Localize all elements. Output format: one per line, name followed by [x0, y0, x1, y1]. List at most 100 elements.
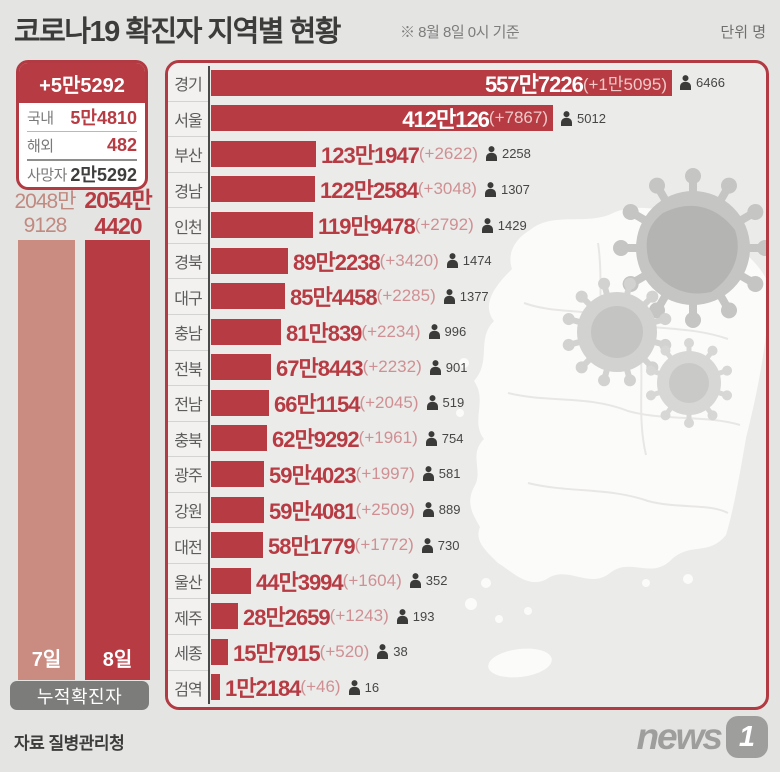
death-count: 754 — [441, 430, 464, 446]
source-label: 자료 질병관리청 — [14, 734, 125, 753]
region-new: (+2285) — [376, 286, 436, 306]
person-icon — [421, 537, 434, 553]
region-new: (+520) — [319, 641, 370, 661]
cumulative-bar-prev: 7일 — [18, 240, 75, 680]
region-bar — [211, 354, 271, 381]
summary-row-deaths: 사망자 2만5292 — [27, 159, 137, 187]
region-total: 15만7915 — [233, 640, 321, 666]
region-label-cell: 울산 — [168, 562, 208, 599]
region-new: (+2622) — [418, 143, 478, 163]
death-count: 1377 — [459, 288, 489, 304]
region-total: 58만1779 — [268, 534, 356, 560]
person-icon — [446, 253, 459, 269]
region-label-cell: 인천 — [168, 207, 208, 243]
region-label: 부산 — [174, 148, 202, 166]
region-bar — [211, 247, 288, 274]
person-icon — [396, 608, 409, 624]
region-label: 경북 — [174, 255, 202, 273]
region-new: (+2232) — [362, 357, 422, 377]
region-bar-wrap: 557만7226 (+1만5095) 6466 — [211, 69, 764, 97]
region-deaths: 2258 — [485, 146, 531, 162]
region-row: 대구 85만4458 (+2285) 1377 — [168, 278, 764, 314]
region-deaths: 16 — [348, 680, 379, 695]
region-total: 85만4458 — [290, 285, 378, 311]
region-new: (+3048) — [417, 179, 477, 199]
region-row: 경기 557만7226 (+1만5095) 6466 — [168, 65, 764, 101]
region-bar — [211, 212, 313, 239]
cumulative-prev-line2: 9128 — [23, 214, 68, 237]
as-of-date: ※ 8월 8일 0시 기준 — [400, 24, 520, 41]
region-bar: 412만126 (+7867) — [211, 105, 553, 133]
region-row: 서울 412만126 (+7867) 5012 — [168, 100, 764, 137]
region-bar — [211, 674, 220, 701]
death-count: 1474 — [462, 253, 492, 269]
region-label-cell: 제주 — [168, 598, 208, 634]
region-bar-wrap: 81만839 (+2234) 996 — [211, 316, 764, 348]
region-deaths: 6466 — [679, 75, 725, 91]
daily-increase-total: +5만5292 — [19, 63, 145, 103]
region-total: 44만3994 — [256, 569, 344, 595]
region-label: 강원 — [174, 504, 202, 522]
region-total: 81만839 — [286, 320, 362, 346]
region-rows: 경기 557만7226 (+1만5095) 6466 서울 — [168, 65, 764, 705]
domestic-label: 국내 — [27, 109, 54, 127]
korea-map — [456, 168, 766, 678]
region-new: (+3420) — [379, 250, 439, 270]
summary-row-domestic: 국내 5만4810 — [27, 103, 137, 131]
region-label-column — [168, 63, 208, 707]
region-bar — [211, 176, 315, 203]
region-bar-wrap: 122만2584 (+3048) 1307 — [211, 173, 764, 205]
region-label: 제주 — [174, 610, 202, 628]
region-total-inside: 412만126 — [402, 107, 490, 133]
person-icon — [428, 324, 441, 340]
region-total: 59만4023 — [269, 462, 357, 488]
cumulative-prev-day: 7일 — [31, 649, 62, 671]
imported-value: 482 — [106, 135, 137, 155]
region-label: 경남 — [174, 183, 202, 201]
region-deaths: 754 — [425, 430, 464, 446]
person-icon — [422, 466, 435, 482]
region-label: 대전 — [174, 539, 202, 557]
region-label-cell: 서울 — [168, 100, 208, 137]
person-icon — [560, 110, 573, 126]
region-bar — [211, 140, 316, 167]
region-label: 서울 — [174, 112, 202, 130]
virus-icon-small — [645, 338, 733, 428]
region-label-cell: 전북 — [168, 349, 208, 386]
person-icon — [409, 573, 422, 589]
region-bar-wrap: 67만8443 (+2232) 901 — [211, 351, 764, 383]
cumulative-prev-value: 2048만 9128 — [2, 190, 88, 238]
region-label-cell: 대전 — [168, 527, 208, 563]
region-label: 울산 — [174, 575, 202, 593]
region-bar-wrap: 62만9292 (+1961) 754 — [211, 422, 764, 454]
region-deaths: 519 — [426, 395, 464, 411]
region-label: 광주 — [174, 468, 202, 486]
region-row: 부산 123만1947 (+2622) 2258 — [168, 136, 764, 172]
region-bar — [211, 318, 281, 345]
death-count: 889 — [438, 502, 461, 518]
region-row: 경남 122만2584 (+3048) 1307 — [168, 171, 764, 208]
region-total: 59만4081 — [269, 498, 357, 524]
person-icon — [422, 502, 435, 518]
region-row: 세종 15만7915 (+520) 38 — [168, 634, 764, 670]
region-label-cell: 검역 — [168, 669, 208, 706]
region-label: 충남 — [174, 326, 202, 344]
region-label: 인천 — [174, 219, 202, 237]
person-icon — [443, 288, 456, 304]
region-deaths: 581 — [422, 466, 460, 482]
region-row: 충남 81만839 (+2234) 996 — [168, 313, 764, 350]
cumulative-bar-curr: 8일 — [85, 240, 150, 680]
cumulative-prev-line1: 2048만 — [14, 190, 76, 213]
region-bar-wrap: 59만4081 (+2509) 889 — [211, 494, 764, 526]
region-bar-wrap: 66만1154 (+2045) 519 — [211, 387, 764, 419]
region-total: 62만9292 — [272, 427, 360, 453]
person-icon — [679, 75, 692, 91]
region-new: (+1997) — [355, 463, 415, 483]
page-title: 코로나19 확진자 지역별 현황 — [14, 16, 341, 48]
deaths-value: 2만5292 — [70, 165, 137, 185]
region-row: 광주 59만4023 (+1997) 581 — [168, 456, 764, 492]
region-new: (+2509) — [355, 499, 415, 519]
death-count: 38 — [393, 644, 408, 660]
person-icon — [485, 146, 498, 162]
region-bar — [211, 283, 285, 310]
